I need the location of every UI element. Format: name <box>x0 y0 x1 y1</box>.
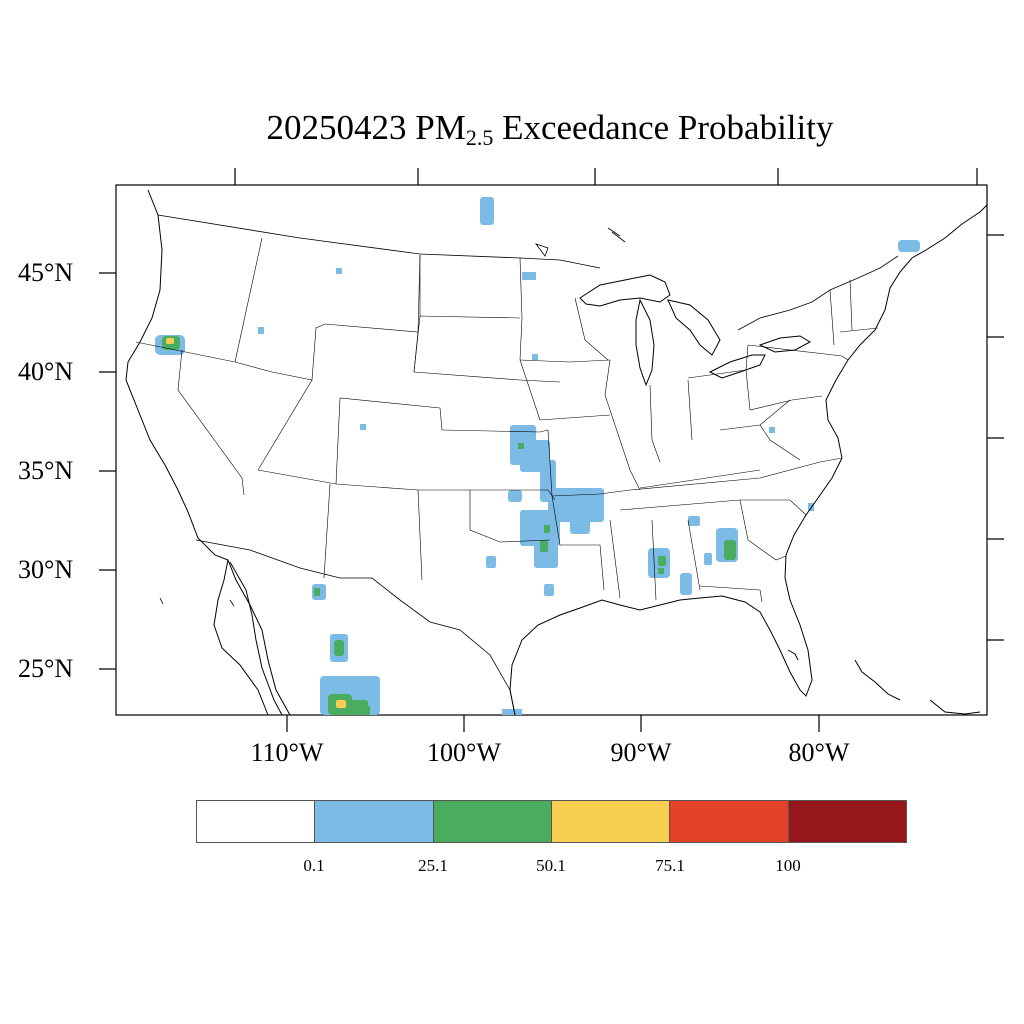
coastline <box>125 189 988 716</box>
title-pollutant-subscript: 2.5 <box>465 125 494 150</box>
legend-swatch-1 <box>315 801 434 842</box>
high-probability-areas <box>166 338 346 708</box>
lat-label-30: 30°N <box>18 555 74 584</box>
title-date: 20250423 <box>266 108 407 147</box>
legend-label-1: 25.1 <box>418 856 448 875</box>
top-ticks <box>234 168 978 185</box>
islands <box>159 227 626 607</box>
low-probability-areas <box>155 197 920 715</box>
legend-swatch-3 <box>551 801 671 842</box>
legend-label-4: 100 <box>775 856 801 875</box>
legend-swatch-0 <box>197 801 316 842</box>
legend-label-0: 0.1 <box>303 856 325 875</box>
lat-label-35: 35°N <box>18 456 74 485</box>
international-border <box>157 214 899 716</box>
right-ticks <box>987 234 1004 641</box>
legend-swatch-4 <box>670 801 789 842</box>
lon-label-110: 110°W <box>250 738 324 767</box>
legend-swatch-2 <box>433 801 552 842</box>
legend-swatch-5 <box>788 801 906 842</box>
color-legend <box>196 800 907 843</box>
legend-label-2: 50.1 <box>536 856 566 875</box>
left-ticks <box>99 272 116 670</box>
lon-label-80: 80°W <box>788 738 850 767</box>
map-frame <box>115 184 988 716</box>
probability-fields <box>155 197 920 715</box>
title-pollutant: PM2.5 <box>415 108 494 150</box>
bottom-ticks <box>286 715 820 732</box>
lat-label-25: 25°N <box>18 654 74 683</box>
mid-probability-areas <box>162 336 736 715</box>
lon-label-90: 90°W <box>610 738 672 767</box>
map-title: 20250423 PM2.5 Exceedance Probability <box>0 108 1024 151</box>
lon-label-100: 100°W <box>427 738 501 767</box>
state-borders <box>135 237 879 603</box>
great-lakes <box>579 274 812 387</box>
legend-label-3: 75.1 <box>655 856 685 875</box>
lat-label-40: 40°N <box>18 357 74 386</box>
title-suffix: Exceedance Probability <box>502 108 834 147</box>
lat-label-45: 45°N <box>18 258 74 287</box>
